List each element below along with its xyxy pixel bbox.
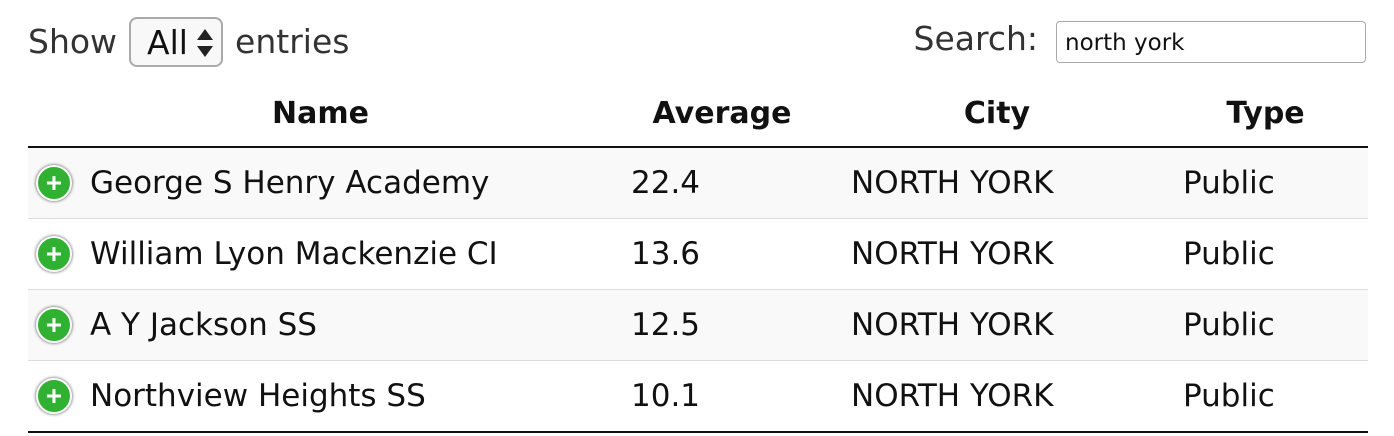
search-label: Search: [913, 19, 1039, 58]
entries-length-control: Show All entries [28, 14, 349, 70]
expand-row-icon[interactable]: + [36, 165, 72, 201]
schools-table: Name Average City Type + George S Henry … [28, 80, 1368, 433]
entries-select-value: All [147, 22, 188, 62]
city-cell: NORTH YORK [831, 289, 1163, 361]
search-input[interactable] [1056, 21, 1366, 63]
type-cell: Public [1163, 147, 1368, 219]
column-header-average[interactable]: Average [613, 80, 831, 148]
search-control: Search: [913, 14, 1366, 70]
school-name: William Lyon Mackenzie CI [90, 236, 498, 272]
school-name: George S Henry Academy [90, 165, 490, 201]
name-cell: + George S Henry Academy [28, 147, 613, 219]
table-header-row: Name Average City Type [28, 80, 1368, 148]
city-cell: NORTH YORK [831, 147, 1163, 219]
entries-select[interactable]: All [129, 17, 224, 67]
average-cell: 13.6 [613, 218, 831, 290]
expand-row-icon[interactable]: + [36, 307, 72, 343]
entries-label: entries [235, 22, 350, 61]
table-row: + George S Henry Academy 22.4 NORTH YORK… [28, 147, 1368, 219]
school-name: Northview Heights SS [90, 378, 426, 414]
column-header-type[interactable]: Type [1163, 80, 1368, 148]
table-row: + Northview Heights SS 10.1 NORTH YORK P… [28, 360, 1368, 433]
table-controls: Show All entries Search: [28, 14, 1366, 70]
average-cell: 22.4 [613, 147, 831, 219]
average-cell: 12.5 [613, 289, 831, 361]
expand-row-icon[interactable]: + [36, 378, 72, 414]
name-cell: + William Lyon Mackenzie CI [28, 218, 613, 290]
table-row: + William Lyon Mackenzie CI 13.6 NORTH Y… [28, 218, 1368, 290]
column-header-name[interactable]: Name [28, 80, 613, 148]
select-arrows-icon [197, 29, 214, 57]
city-cell: NORTH YORK [831, 218, 1163, 290]
name-cell: + A Y Jackson SS [28, 289, 613, 361]
show-label: Show [28, 22, 118, 61]
type-cell: Public [1163, 289, 1368, 361]
expand-row-icon[interactable]: + [36, 236, 72, 272]
school-name: A Y Jackson SS [90, 307, 317, 343]
city-cell: NORTH YORK [831, 360, 1163, 433]
name-cell: + Northview Heights SS [28, 360, 613, 433]
type-cell: Public [1163, 218, 1368, 290]
average-cell: 10.1 [613, 360, 831, 433]
type-cell: Public [1163, 360, 1368, 433]
column-header-city[interactable]: City [831, 80, 1163, 148]
table-row: + A Y Jackson SS 12.5 NORTH YORK Public [28, 289, 1368, 361]
